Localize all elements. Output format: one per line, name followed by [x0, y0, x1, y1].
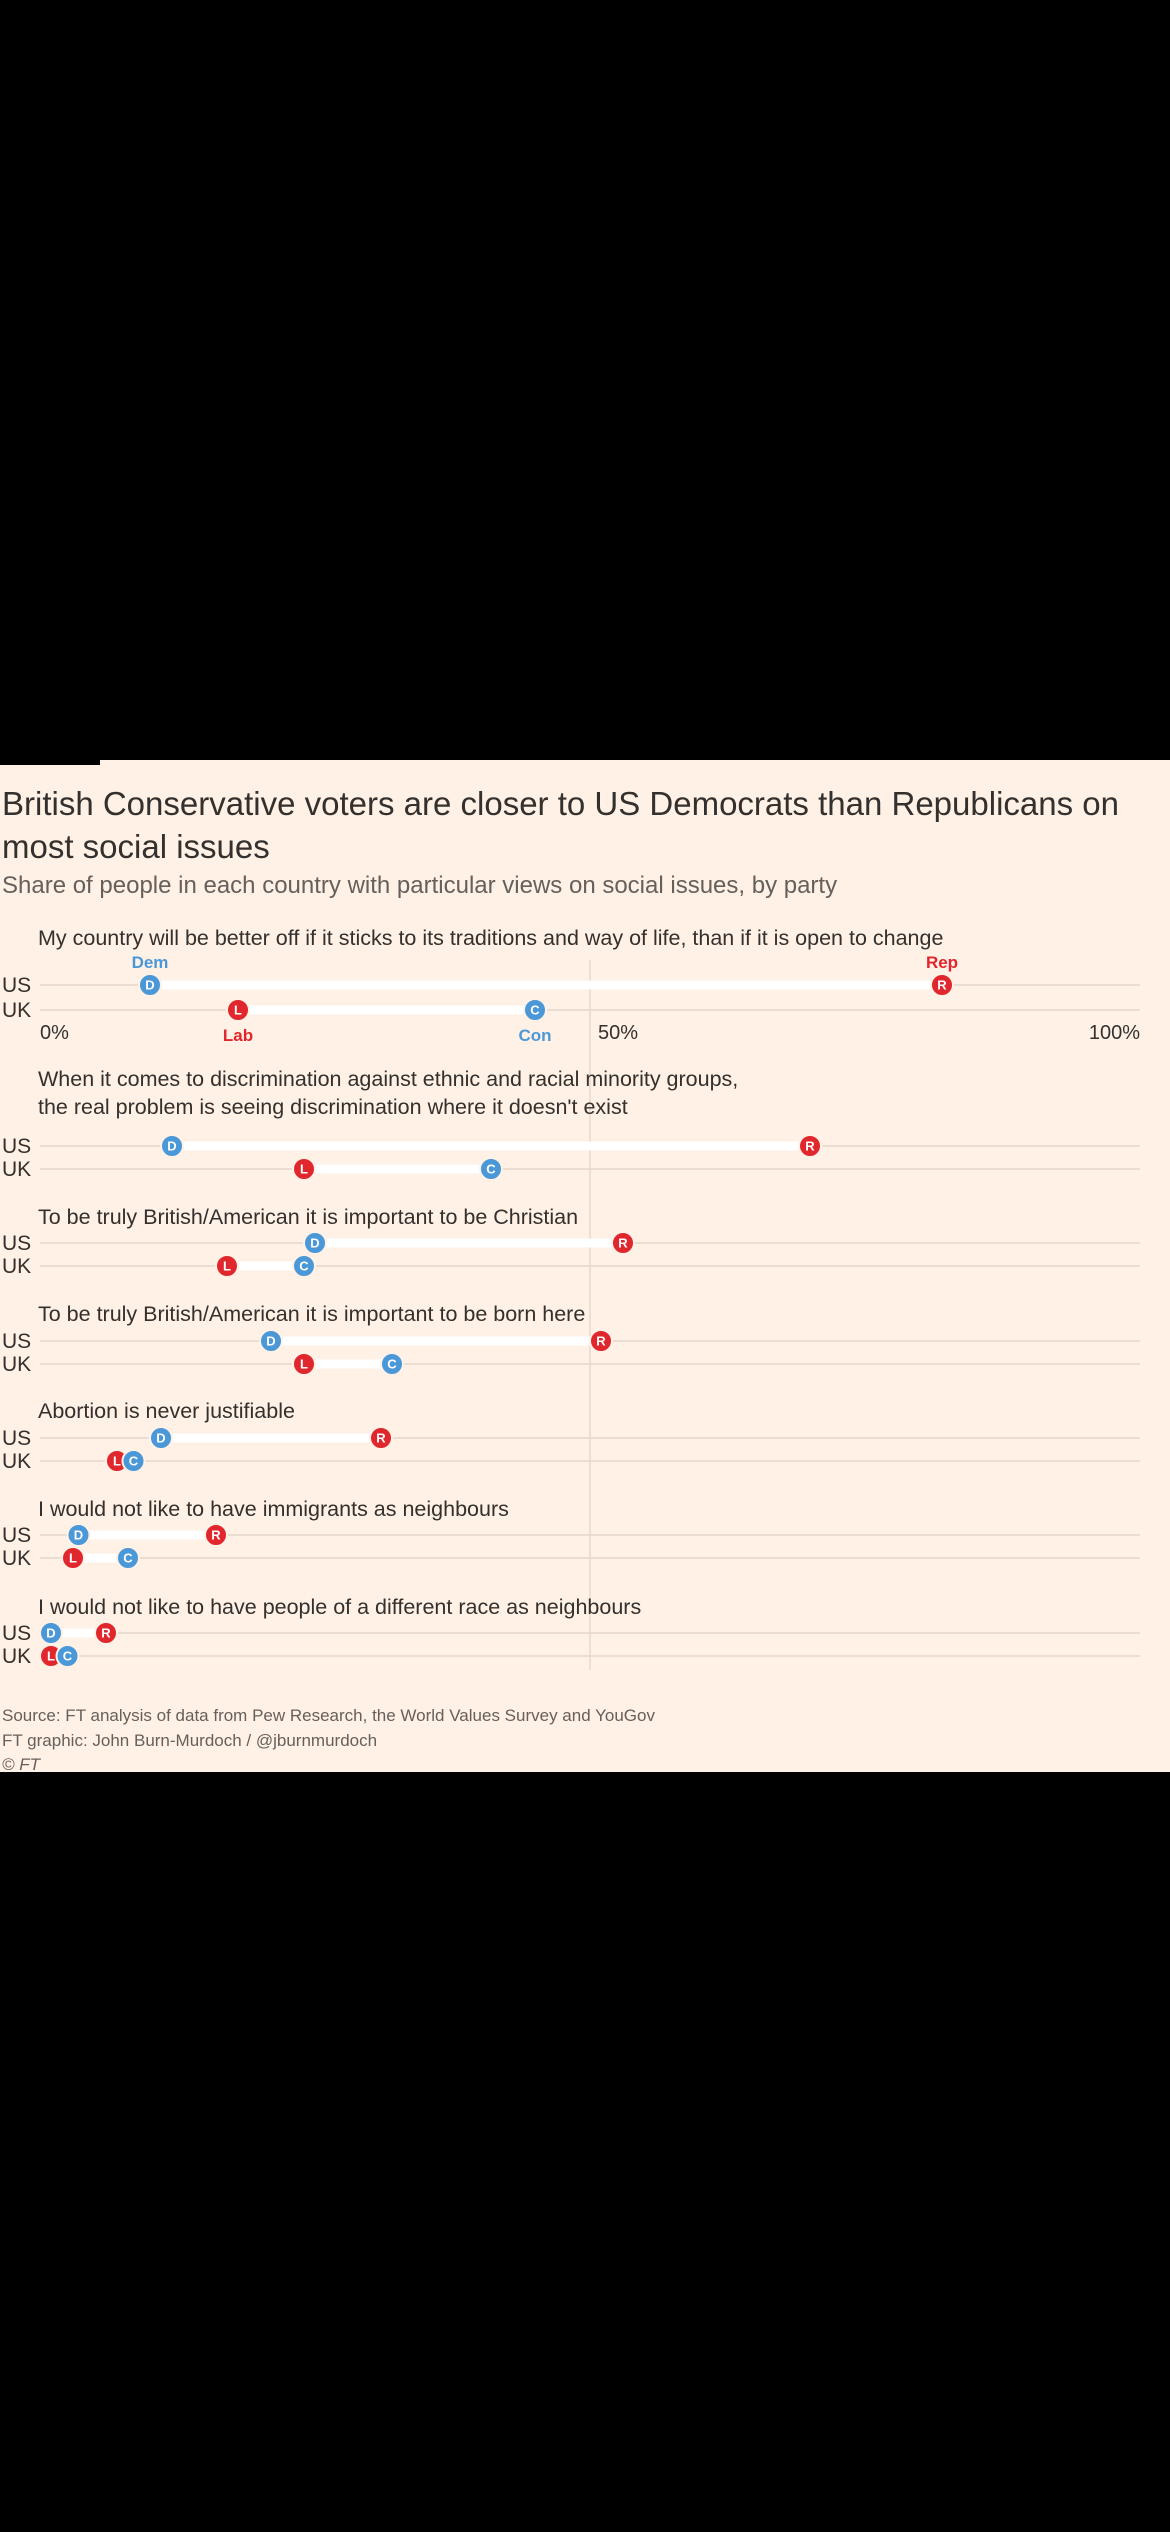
q6-uk-a-marker — [61, 1546, 85, 1570]
q6-uk-b-marker — [116, 1546, 140, 1570]
q3-us-a-marker-label: D — [310, 1236, 319, 1251]
q3-us-row-label: US — [2, 1232, 31, 1255]
q4-us-a-marker — [259, 1329, 283, 1353]
q2-us-a-marker — [160, 1134, 184, 1158]
q2-us-b-marker-label: R — [805, 1139, 815, 1154]
q4-us-b-marker — [589, 1329, 613, 1353]
q2-us-a-marker-label: D — [167, 1139, 176, 1154]
q6-us-b-marker-label: R — [211, 1528, 221, 1543]
q2-us-row-label: US — [2, 1135, 31, 1158]
q6-us-a-marker-label: D — [74, 1528, 83, 1543]
q4-uk-a-marker — [292, 1352, 316, 1376]
q2-uk-a-marker — [292, 1157, 316, 1181]
q5-uk-b-marker-label: C — [129, 1454, 139, 1469]
q7-us-a-marker-label: D — [46, 1626, 55, 1641]
q2-uk-b-marker-label: C — [486, 1162, 496, 1177]
q1-uk-a-marker — [226, 998, 250, 1022]
x-tick-label: 100% — [1089, 1022, 1140, 1044]
question-6-text: I would not like to have immigrants as n… — [38, 1497, 509, 1521]
q6-uk-a-marker-label: L — [69, 1551, 77, 1566]
con-party-label: Con — [518, 1026, 551, 1045]
q3-uk-b-marker-label: C — [299, 1259, 309, 1274]
q5-us-b-marker — [369, 1426, 393, 1450]
q3-uk-a-marker-label: L — [223, 1259, 231, 1274]
q1-us-row-label: US — [2, 974, 31, 997]
q5-uk-a-marker-label: L — [113, 1454, 121, 1469]
q4-uk-b-marker — [380, 1352, 404, 1376]
q5-us-a-marker — [149, 1426, 173, 1450]
q5-us-a-marker-label: D — [156, 1431, 165, 1446]
q3-uk-b-marker — [292, 1254, 316, 1278]
chart-title: British Conservative voters are closer t… — [2, 785, 1119, 865]
question-7-text: I would not like to have people of a dif… — [38, 1595, 641, 1619]
question-1-text: My country will be better off if it stic… — [38, 926, 943, 950]
q1-uk-a-marker-label: L — [234, 1003, 242, 1018]
chart-subtitle: Share of people in each country with par… — [2, 872, 838, 899]
q5-uk-b-marker — [121, 1449, 146, 1473]
q2-us-b-marker — [798, 1134, 822, 1158]
q1-uk-b-marker-label: C — [530, 1003, 540, 1018]
q6-us-b-marker — [204, 1523, 228, 1547]
dumbbell-chart: My country will be better off if it stic… — [2, 926, 1140, 1670]
q4-us-a-marker-label: D — [266, 1334, 275, 1349]
q4-uk-row-label: UK — [2, 1353, 31, 1376]
source-note: Source: FT analysis of data from Pew Res… — [2, 1706, 655, 1725]
q2-uk-b-marker — [479, 1157, 503, 1181]
q4-us-row-label: US — [2, 1330, 31, 1353]
q5-us-row-label: US — [2, 1427, 31, 1450]
q7-uk-a-marker-label: L — [47, 1649, 55, 1664]
x-tick-label: 0% — [40, 1022, 69, 1044]
question-3-text: To be truly British/American it is impor… — [38, 1205, 578, 1229]
question-2-text: When it comes to discrimination against … — [38, 1067, 738, 1091]
q6-us-a-marker — [66, 1523, 91, 1547]
q3-uk-a-marker — [215, 1254, 239, 1278]
q7-uk-b-marker-label: C — [63, 1649, 73, 1664]
q4-us-b-marker-label: R — [596, 1334, 606, 1349]
copyright: © FT — [2, 1755, 41, 1774]
q7-us-row-label: US — [2, 1622, 31, 1645]
question-2-text: the real problem is seeing discriminatio… — [38, 1095, 628, 1119]
q3-us-a-marker — [303, 1231, 327, 1255]
card-top-accent — [0, 760, 100, 765]
q1-us-a-marker — [138, 973, 162, 997]
q7-us-b-marker-label: R — [101, 1626, 111, 1641]
q6-us-row-label: US — [2, 1524, 31, 1547]
q1-uk-row-label: UK — [2, 999, 31, 1022]
question-4-text: To be truly British/American it is impor… — [38, 1302, 585, 1326]
q7-uk-b-marker — [55, 1644, 80, 1668]
graphic-credit: FT graphic: John Burn-Murdoch / @jburnmu… — [2, 1731, 378, 1750]
question-5-text: Abortion is never justifiable — [38, 1399, 295, 1423]
q6-uk-row-label: UK — [2, 1547, 31, 1570]
q6-uk-b-marker-label: C — [123, 1551, 133, 1566]
q7-us-b-marker — [94, 1621, 118, 1645]
x-tick-label: 50% — [598, 1022, 638, 1044]
q2-uk-row-label: UK — [2, 1158, 31, 1181]
q5-uk-row-label: UK — [2, 1450, 31, 1473]
rep-party-label: Rep — [926, 953, 958, 972]
q5-us-b-marker-label: R — [376, 1431, 386, 1446]
q2-uk-a-marker-label: L — [300, 1162, 308, 1177]
q1-us-b-marker — [930, 973, 954, 997]
dem-party-label: Dem — [132, 953, 169, 972]
q3-us-b-marker — [611, 1231, 635, 1255]
q1-us-a-marker-label: D — [145, 978, 154, 993]
q3-uk-row-label: UK — [2, 1255, 31, 1278]
q1-us-b-marker-label: R — [937, 978, 947, 993]
q7-uk-row-label: UK — [2, 1645, 31, 1668]
lab-party-label: Lab — [223, 1026, 253, 1045]
q3-us-b-marker-label: R — [618, 1236, 628, 1251]
q4-uk-b-marker-label: C — [387, 1357, 397, 1372]
q4-uk-a-marker-label: L — [300, 1357, 308, 1372]
q1-uk-b-marker — [523, 998, 547, 1022]
